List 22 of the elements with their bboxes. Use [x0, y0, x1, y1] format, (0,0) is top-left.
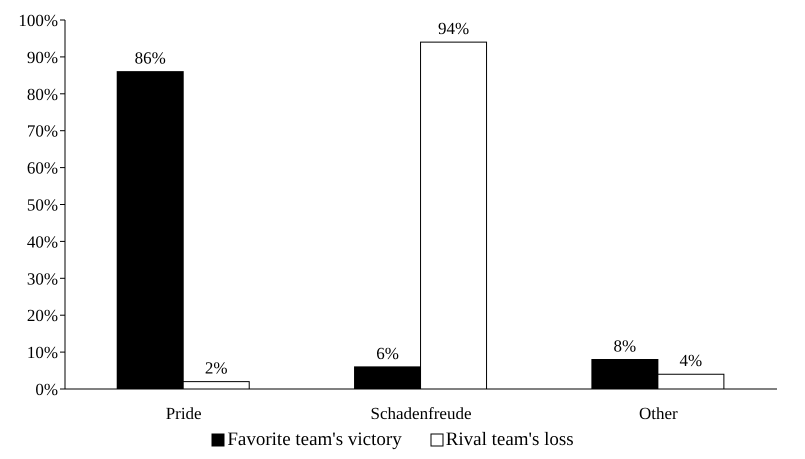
x-tick-label: Schadenfreude [370, 404, 472, 424]
x-tick-label: Pride [166, 404, 202, 424]
legend-label: Rival team's loss [446, 429, 574, 451]
y-tick-label: 40% [26, 232, 58, 252]
y-tick-label: 80% [26, 84, 58, 104]
data-label: 94% [438, 19, 470, 38]
data-label: 8% [614, 336, 636, 356]
data-label: 4% [680, 351, 702, 370]
x-tick-label: Other [638, 404, 678, 424]
y-tick-label: 10% [26, 343, 58, 362]
data-label: 86% [134, 48, 166, 68]
y-tick-label: 30% [26, 269, 58, 288]
y-tick-label: 100% [18, 11, 58, 30]
legend-label: Favorite team's victory [227, 429, 402, 451]
y-tick-label: 0% [35, 380, 58, 400]
y-tick-label: 50% [26, 196, 58, 215]
y-tick-label: 70% [26, 122, 58, 141]
data-label: 2% [204, 358, 228, 378]
data-label: 6% [376, 344, 399, 363]
y-tick-label: 60% [26, 158, 58, 178]
y-tick-label: 90% [26, 48, 58, 67]
y-tick-label: 20% [26, 306, 58, 326]
